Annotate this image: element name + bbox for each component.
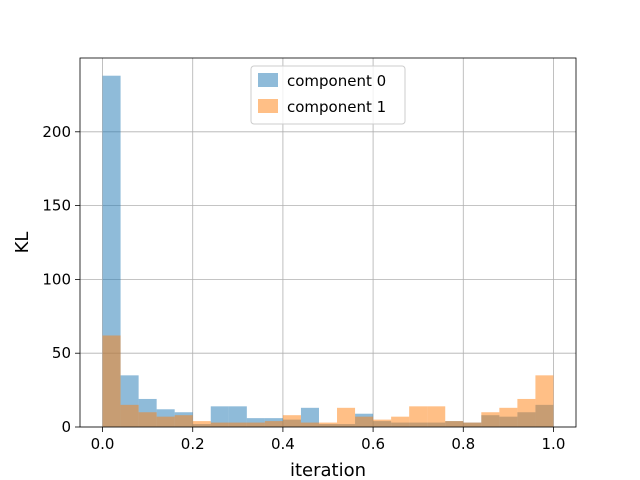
legend-label-component-0: component 0 bbox=[287, 72, 386, 90]
x-tick-label: 0.2 bbox=[181, 435, 205, 453]
bar-series-1-bin-15 bbox=[373, 419, 392, 427]
bar-series-1-bin-0 bbox=[102, 335, 121, 427]
bar-series-1-bin-16 bbox=[391, 416, 410, 427]
bar-series-0-bin-11 bbox=[300, 407, 319, 427]
x-axis-label: iteration bbox=[290, 460, 366, 480]
x-tick-label: 0.4 bbox=[271, 435, 295, 453]
bar-series-1-bin-19 bbox=[445, 421, 464, 427]
x-tick-label: 0.8 bbox=[451, 435, 475, 453]
y-tick-label: 150 bbox=[42, 197, 71, 215]
bar-series-1-bin-5 bbox=[192, 421, 211, 427]
bar-series-0-bin-7 bbox=[228, 406, 247, 427]
bar-series-1-bin-21 bbox=[481, 412, 500, 427]
series-1-bars bbox=[102, 335, 554, 427]
y-tick-label: 0 bbox=[61, 418, 71, 436]
bar-series-1-bin-7 bbox=[228, 422, 247, 427]
bar-series-1-bin-18 bbox=[427, 406, 446, 427]
plot-frame bbox=[79, 57, 577, 428]
bar-series-1-bin-9 bbox=[264, 421, 283, 427]
axis-ticks: 0.0 0.2 0.4 0.6 0.8 1.0 0 50 100 150 200 bbox=[42, 123, 565, 453]
bar-series-0-bin-6 bbox=[210, 406, 229, 427]
bar-series-1-bin-24 bbox=[535, 375, 554, 427]
bar-series-1-bin-12 bbox=[318, 422, 338, 427]
bar-series-1-bin-4 bbox=[174, 415, 193, 427]
bar-series-1-bin-2 bbox=[138, 412, 157, 427]
x-tick-label: 0.0 bbox=[91, 435, 115, 453]
x-tick-label: 0.6 bbox=[361, 435, 385, 453]
y-axis-label: KL bbox=[12, 232, 33, 254]
legend-frame bbox=[250, 65, 406, 125]
bar-series-1-bin-14 bbox=[355, 416, 374, 427]
bar-series-1-bin-22 bbox=[499, 407, 518, 427]
x-tick-label: 1.0 bbox=[542, 435, 566, 453]
legend-label-component-1: component 1 bbox=[287, 98, 386, 116]
bar-series-1-bin-13 bbox=[337, 407, 356, 427]
bar-series-1-bin-1 bbox=[120, 404, 139, 427]
bar-series-1-bin-17 bbox=[409, 406, 428, 427]
legend-swatch-component-1 bbox=[258, 99, 278, 113]
histogram-bars bbox=[102, 75, 554, 427]
bar-series-1-bin-6 bbox=[210, 422, 229, 427]
y-tick-label: 50 bbox=[52, 344, 71, 362]
bar-series-1-bin-10 bbox=[282, 415, 301, 427]
bar-series-1-bin-23 bbox=[517, 398, 536, 427]
y-tick-label: 100 bbox=[42, 270, 71, 288]
y-tick-label: 200 bbox=[42, 123, 71, 141]
bar-series-1-bin-20 bbox=[463, 422, 482, 427]
bar-series-1-bin-3 bbox=[156, 416, 175, 427]
legend: component 0 component 1 bbox=[250, 65, 406, 125]
legend-swatch-component-0 bbox=[258, 73, 278, 87]
bar-series-1-bin-11 bbox=[300, 422, 319, 427]
bar-series-1-bin-8 bbox=[246, 422, 265, 427]
